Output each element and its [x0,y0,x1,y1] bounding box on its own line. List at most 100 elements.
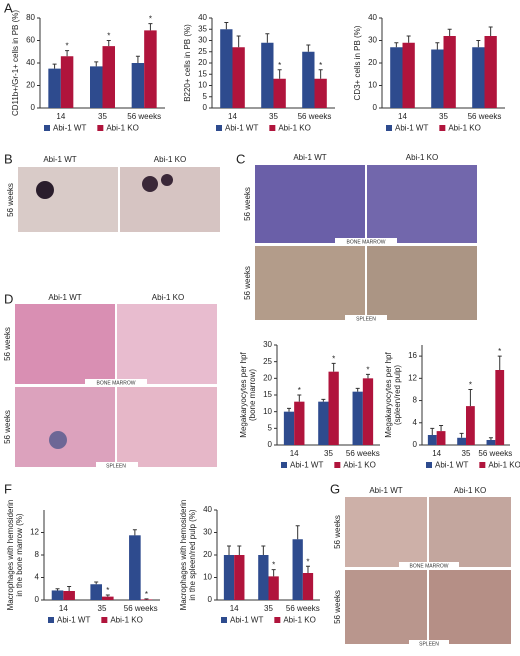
error-bar [497,355,502,370]
micrograph [367,165,477,243]
legend-swatch [48,617,54,623]
column-label: Abi-1 KO [152,293,184,302]
significance-marker: * [498,347,501,356]
bar [102,596,114,600]
error-bar [106,40,111,47]
y-tick-label: 30 [203,528,212,537]
x-tick-label: 14 [56,112,65,121]
significance-marker: * [272,561,275,570]
column-label: Abi-1 WT [43,155,76,164]
error-bar [105,594,110,597]
y-tick-label: 4 [35,573,40,582]
significance-marker: * [306,557,309,566]
error-bar [265,33,270,43]
tissue-label: BONE MARROW [347,239,386,245]
y-tick-label: 60 [26,36,35,45]
panel-letter: F [4,481,12,496]
cell [142,176,158,192]
cell [161,174,173,186]
panel-letter: A [4,0,13,15]
bar [234,555,245,600]
error-bar [271,569,276,577]
y-tick-label: 20 [26,81,35,90]
y-tick-label: 30 [368,36,377,45]
error-bar [468,388,473,407]
error-bar [65,50,70,57]
legend-swatch [426,462,432,468]
y-tick-label: 8 [35,550,40,559]
error-bar [321,398,326,402]
bar [495,370,505,445]
y-tick-label: 10 [368,81,377,90]
y-tick-label: 80 [26,13,35,22]
legend-label: Abi-1 KO [106,124,138,133]
significance-marker: * [107,32,110,41]
x-tick-label: 35 [324,449,333,458]
micrograph [345,570,427,644]
column-label: Abi-1 KO [454,486,486,495]
bar [472,47,485,108]
bar [402,42,415,108]
x-tick-label: 14 [398,112,407,121]
bar [268,576,279,600]
micrograph [255,165,365,243]
bar [261,42,274,108]
y-tick-label: 16 [408,351,417,360]
micrograph [117,387,217,467]
y-axis-label: CD3+ cells in PB (%) [353,25,362,100]
y-axis-label: CD11b+/Gr-1+ cells in PB (%) [11,10,20,116]
legend-label: Abi-1 WT [53,124,86,133]
x-tick-label: 35 [462,449,471,458]
bar [302,51,315,108]
micrograph [15,387,115,467]
bar [292,539,303,600]
y-tick-label: 25 [198,47,207,56]
legend-label: Abi-1 KO [343,461,375,470]
legend-label: Abi-1 WT [435,461,468,470]
row-label: 56 weeks [3,410,12,444]
bar [90,584,102,600]
row-label: 56 weeks [243,266,252,300]
legend-label: Abi-1 WT [225,124,258,133]
x-tick-label: 56 weeks [298,112,332,121]
column-label: Abi-1 KO [406,153,438,162]
significance-marker: * [319,61,322,70]
error-bar [394,42,399,48]
y-axis-label: in the spleen/red pulp (%) [188,509,197,601]
legend-swatch [269,125,276,131]
y-tick-label: 10 [203,573,212,582]
x-tick-label: 56 weeks [286,604,320,613]
x-tick-label: 56 weeks [127,112,161,121]
cell [36,181,54,199]
significance-marker: * [278,61,281,70]
bar [431,49,444,108]
x-tick-label: 14 [290,449,299,458]
error-bar [306,44,311,52]
micrograph [15,304,115,384]
bar [457,437,466,445]
y-axis-label: (bone marrow) [248,369,257,421]
bar [102,46,115,108]
legend-label: Abi-1 KO [278,124,310,133]
legend-label: Abi-1 KO [488,461,520,470]
error-bar [297,394,302,402]
bar [140,599,153,600]
y-tick-label: 4 [413,418,418,427]
x-tick-label: 35 [439,112,448,121]
bar [220,29,233,108]
panel-letter: D [4,291,13,306]
error-bar [237,545,242,555]
y-tick-label: 30 [263,340,272,349]
micrograph [255,246,365,320]
bar [51,590,64,600]
column-label: Abi-1 KO [154,155,186,164]
bar [427,435,437,445]
y-tick-label: 0 [35,595,40,604]
bar [273,78,286,108]
x-tick-label: 35 [264,604,273,613]
y-axis-label: Megakaryocytes per hpf [384,352,393,438]
error-bar [148,23,153,31]
bar [129,535,141,600]
significance-marker: * [298,386,301,395]
